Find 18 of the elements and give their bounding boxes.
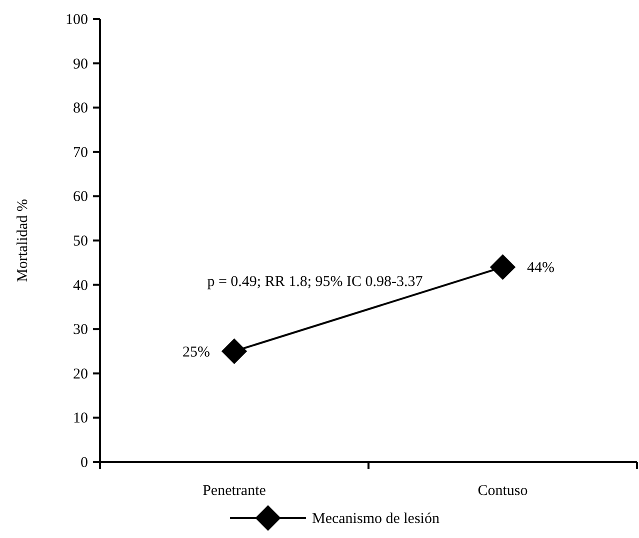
legend-label: Mecanismo de lesión [312,511,440,527]
y-tick-label: 40 [73,278,88,294]
y-axis-title: Mortalidad % [15,199,31,282]
y-tick-label: 20 [73,366,88,382]
x-tick-label: Penetrante [202,483,266,499]
y-tick-label: 80 [73,100,88,117]
y-tick-label: 50 [73,234,88,250]
annotation: p = 0.49; RR 1.8; 95% IC 0.98-3.37 [207,274,424,290]
y-tick-label: 70 [73,144,88,161]
x-tick-label: Contuso [478,483,528,499]
data-label: 25% [182,344,210,360]
y-tick-label: 90 [73,56,88,72]
y-tick-label: 0 [80,455,88,471]
y-tick-label: 30 [73,322,88,338]
data-label: 44% [527,260,554,276]
y-tick-label: 60 [73,189,88,206]
y-tick-label: 100 [66,12,88,28]
y-tick-label: 10 [73,410,88,427]
